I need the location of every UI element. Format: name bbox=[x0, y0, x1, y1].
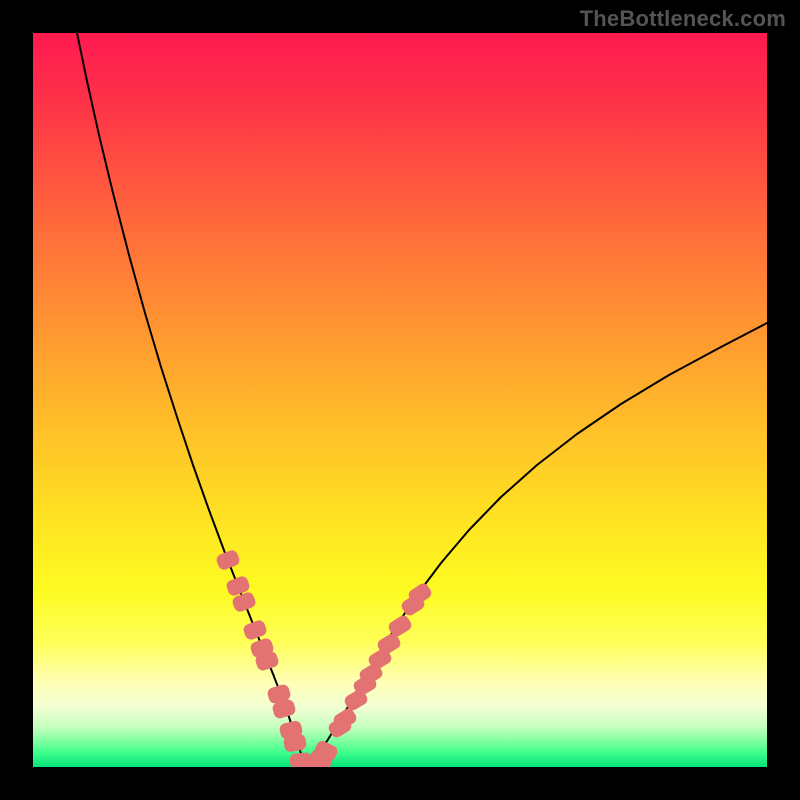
watermark-text: TheBottleneck.com bbox=[580, 6, 786, 32]
bottleneck-curve-right bbox=[305, 323, 767, 767]
chart-frame: TheBottleneck.com bbox=[0, 0, 800, 800]
fit-marker bbox=[215, 549, 241, 572]
plot-area bbox=[33, 33, 767, 767]
fit-marker bbox=[242, 619, 268, 642]
curve-layer bbox=[33, 33, 767, 767]
